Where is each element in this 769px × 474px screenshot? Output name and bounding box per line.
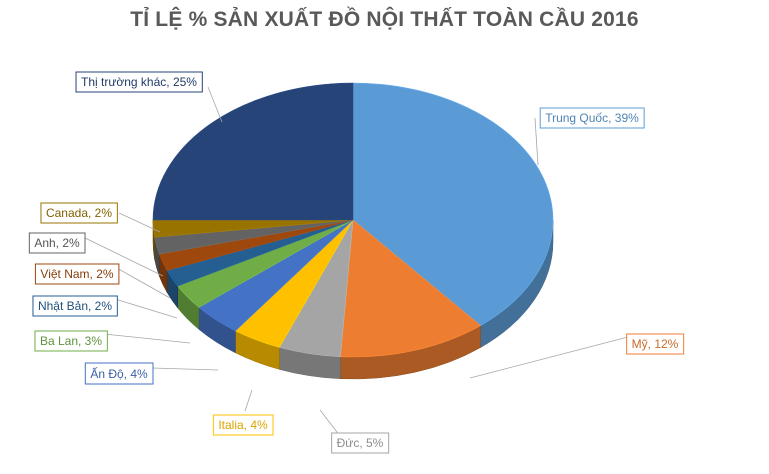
data-label-Ba Lan: Ba Lan, 3%: [34, 330, 191, 352]
data-label-box: [331, 432, 390, 454]
data-label-box: [626, 333, 685, 355]
data-label-text: Ấn Độ, 4%: [90, 366, 148, 381]
leader-line: [80, 235, 164, 277]
leader-line: [103, 333, 191, 344]
data-label-Thị trường khác: Thị trường khác, 25%: [75, 71, 223, 123]
leader-line: [534, 117, 539, 166]
data-label-box: [34, 330, 108, 352]
data-label-box: [539, 107, 645, 129]
data-label-text: Trung Quốc, 39%: [545, 111, 639, 125]
data-label-Anh: Anh, 2%: [28, 232, 164, 277]
data-label-text: Ba Lan, 3%: [40, 334, 102, 348]
data-label-Việt Nam: Việt Nam, 2%: [34, 263, 171, 299]
data-label-box: [34, 263, 120, 285]
data-label-text: Mỹ, 12%: [632, 337, 679, 351]
data-label-box: [32, 295, 118, 317]
leader-line: [244, 389, 253, 412]
data-label-text: Nhật Bản, 2%: [38, 299, 112, 313]
data-label-box: [40, 202, 118, 224]
leader-line: [207, 86, 223, 123]
data-label-text: Anh, 2%: [34, 236, 80, 250]
pie-sides: [152, 219, 554, 380]
data-labels: Trung Quốc, 39% Mỹ, 12% Đức, 5% Italia, 4% Ấ…: [28, 71, 685, 454]
data-label-box: [84, 362, 154, 385]
slice-Mỹ: [340, 219, 482, 358]
data-label-Trung Quốc: Trung Quốc, 39%: [534, 107, 645, 166]
leader-line: [469, 336, 629, 379]
data-label-text: Canada, 2%: [46, 206, 112, 220]
data-label-text: Thị trường khác, 25%: [81, 75, 197, 89]
data-label-Nhật Bản: Nhật Bản, 2%: [32, 295, 178, 319]
data-label-Italia: Italia, 4%: [212, 389, 274, 436]
slice-Trung Quốc: [352, 82, 554, 326]
data-label-Mỹ: Mỹ, 12%: [469, 333, 685, 379]
slice-Thị trường khác: [152, 82, 354, 221]
data-label-text: Đức, 5%: [337, 436, 384, 450]
data-label-box: [75, 71, 203, 93]
data-label-box: [212, 414, 274, 436]
data-label-Canada: Canada, 2%: [40, 202, 161, 233]
leader-line: [319, 409, 341, 437]
data-label-box: [28, 232, 86, 254]
data-label-Ấn Độ: Ấn Độ, 4%: [84, 362, 219, 385]
data-label-text: Việt Nam, 2%: [40, 267, 113, 281]
leader-line: [114, 298, 178, 319]
leader-line: [114, 266, 171, 299]
pie-tops: [152, 82, 554, 358]
leader-line: [151, 367, 219, 371]
leader-line: [118, 212, 161, 233]
data-label-Đức: Đức, 5%: [319, 409, 390, 454]
chart-title: TỈ LỆ % SẢN XUẤT ĐỒ NỘI THẤT TOÀN CẦU 20…: [130, 8, 639, 31]
data-label-text: Italia, 4%: [218, 418, 268, 432]
